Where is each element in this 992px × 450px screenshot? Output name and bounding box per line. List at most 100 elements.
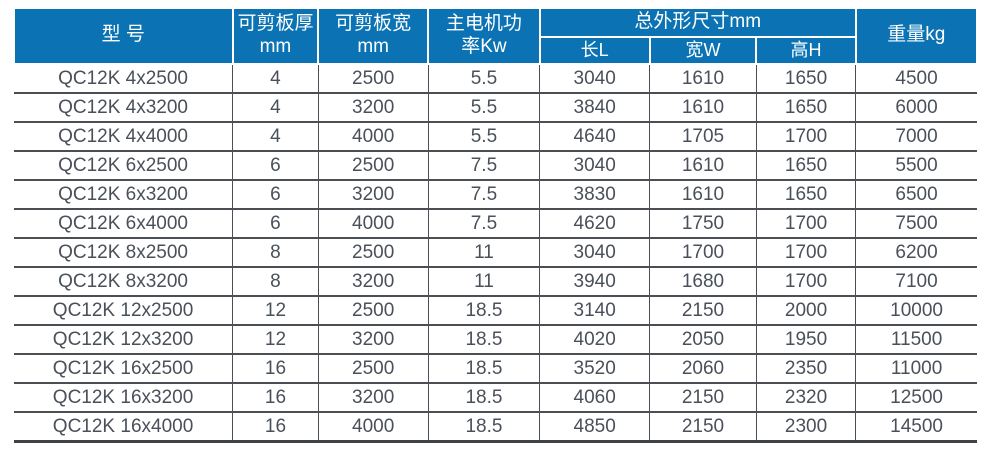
cell-model: QC12K 16x3200 bbox=[14, 383, 234, 413]
cell-weight: 7500 bbox=[855, 209, 977, 239]
cell-thickness: 6 bbox=[232, 180, 319, 210]
cell-thickness: 16 bbox=[232, 412, 319, 443]
cell-model: QC12K 6x2500 bbox=[14, 151, 234, 181]
cell-dim-height: 1700 bbox=[756, 209, 857, 239]
cell-thickness: 4 bbox=[232, 93, 319, 123]
cell-dim-length: 3940 bbox=[539, 267, 651, 297]
cell-plate-width: 3200 bbox=[318, 267, 429, 297]
cell-thickness: 16 bbox=[232, 383, 319, 413]
cell-power: 18.5 bbox=[428, 325, 541, 355]
cell-dim-width: 1750 bbox=[649, 209, 757, 239]
cell-model: QC12K 8x3200 bbox=[14, 267, 234, 297]
cell-dim-height: 2300 bbox=[756, 412, 857, 443]
cell-dim-height: 1650 bbox=[756, 180, 857, 210]
cell-thickness: 12 bbox=[232, 325, 319, 355]
header-thickness: 可剪板厚 mm bbox=[231, 7, 320, 65]
cell-weight: 11500 bbox=[855, 325, 977, 355]
cell-weight: 14500 bbox=[855, 412, 977, 443]
cell-dim-length: 3040 bbox=[539, 238, 651, 268]
cell-dim-width: 1610 bbox=[649, 93, 757, 123]
cell-dim-width: 2150 bbox=[649, 296, 757, 326]
spec-table-body: QC12K 4x2500 4 2500 5.5 3040 1610 1650 4… bbox=[14, 64, 977, 443]
cell-weight: 12500 bbox=[855, 383, 977, 413]
cell-weight: 4500 bbox=[855, 64, 977, 94]
table-row: QC12K 8x3200 8 3200 11 3940 1680 1700 71… bbox=[14, 267, 977, 297]
cell-power: 11 bbox=[428, 238, 541, 268]
cell-weight: 5500 bbox=[855, 151, 977, 181]
header-plate-width: 可剪板宽 mm bbox=[317, 7, 430, 65]
cell-thickness: 8 bbox=[232, 267, 319, 297]
table-row: QC12K 16x2500 16 2500 18.5 3520 2060 235… bbox=[14, 354, 977, 384]
cell-power: 18.5 bbox=[428, 412, 541, 443]
cell-thickness: 6 bbox=[232, 209, 319, 239]
cell-dim-width: 2050 bbox=[649, 325, 757, 355]
cell-plate-width: 2500 bbox=[318, 151, 429, 181]
header-weight: 重量kg bbox=[854, 7, 979, 65]
cell-model: QC12K 16x4000 bbox=[14, 412, 234, 443]
cell-model: QC12K 8x2500 bbox=[14, 238, 234, 268]
cell-plate-width: 2500 bbox=[318, 64, 429, 94]
cell-power: 18.5 bbox=[428, 354, 541, 384]
cell-dim-height: 1650 bbox=[756, 151, 857, 181]
table-row: QC12K 4x4000 4 4000 5.5 4640 1705 1700 7… bbox=[14, 122, 977, 152]
cell-model: QC12K 16x2500 bbox=[14, 354, 234, 384]
cell-dim-height: 1650 bbox=[756, 93, 857, 123]
cell-thickness: 6 bbox=[232, 151, 319, 181]
cell-dim-length: 4850 bbox=[539, 412, 651, 443]
cell-dim-height: 1650 bbox=[756, 64, 857, 94]
cell-plate-width: 2500 bbox=[318, 238, 429, 268]
cell-power: 5.5 bbox=[428, 93, 541, 123]
cell-plate-width: 3200 bbox=[318, 325, 429, 355]
header-dim-length: 长L bbox=[538, 36, 651, 65]
cell-dim-length: 3830 bbox=[539, 180, 651, 210]
cell-power: 5.5 bbox=[428, 122, 541, 152]
cell-dim-height: 1950 bbox=[756, 325, 857, 355]
cell-thickness: 12 bbox=[232, 296, 319, 326]
table-row: QC12K 6x3200 6 3200 7.5 3830 1610 1650 6… bbox=[14, 180, 977, 210]
header-dim-width: 宽W bbox=[648, 36, 758, 65]
cell-power: 5.5 bbox=[428, 64, 541, 94]
cell-dim-height: 2320 bbox=[756, 383, 857, 413]
cell-dim-width: 1700 bbox=[649, 238, 757, 268]
table-row: QC12K 16x3200 16 3200 18.5 4060 2150 232… bbox=[14, 383, 977, 413]
cell-power: 11 bbox=[428, 267, 541, 297]
cell-dim-height: 1700 bbox=[756, 267, 857, 297]
cell-weight: 6500 bbox=[855, 180, 977, 210]
cell-power: 7.5 bbox=[428, 180, 541, 210]
cell-power: 7.5 bbox=[428, 151, 541, 181]
cell-plate-width: 2500 bbox=[318, 354, 429, 384]
table-row: QC12K 4x3200 4 3200 5.5 3840 1610 1650 6… bbox=[14, 93, 977, 123]
cell-dim-length: 4620 bbox=[539, 209, 651, 239]
cell-plate-width: 3200 bbox=[318, 180, 429, 210]
cell-dim-height: 2000 bbox=[756, 296, 857, 326]
cell-weight: 7100 bbox=[855, 267, 977, 297]
cell-dim-length: 3520 bbox=[539, 354, 651, 384]
cell-dim-width: 1610 bbox=[649, 64, 757, 94]
cell-dim-width: 1610 bbox=[649, 151, 757, 181]
header-dim-height: 高H bbox=[755, 36, 857, 65]
cell-model: QC12K 12x2500 bbox=[14, 296, 234, 326]
cell-dim-width: 1610 bbox=[649, 180, 757, 210]
table-row: QC12K 12x2500 12 2500 18.5 3140 2150 200… bbox=[14, 296, 977, 326]
spec-table-header: 型 号 可剪板厚 mm 可剪板宽 mm 主电机功 率Kw 总外形尺寸mm 重量k… bbox=[13, 7, 979, 65]
table-row: QC12K 12x3200 12 3200 18.5 4020 2050 195… bbox=[14, 325, 977, 355]
cell-dim-width: 2060 bbox=[649, 354, 757, 384]
cell-dim-length: 3040 bbox=[539, 64, 651, 94]
cell-dim-length: 3140 bbox=[539, 296, 651, 326]
cell-thickness: 4 bbox=[232, 122, 319, 152]
cell-dim-height: 1700 bbox=[756, 238, 857, 268]
cell-dim-width: 1680 bbox=[649, 267, 757, 297]
cell-dim-height: 1700 bbox=[756, 122, 857, 152]
cell-thickness: 8 bbox=[232, 238, 319, 268]
cell-dim-height: 2350 bbox=[756, 354, 857, 384]
cell-model: QC12K 6x3200 bbox=[14, 180, 234, 210]
cell-dim-width: 2150 bbox=[649, 412, 757, 443]
cell-plate-width: 2500 bbox=[318, 296, 429, 326]
cell-power: 18.5 bbox=[428, 296, 541, 326]
header-power: 主电机功 率Kw bbox=[427, 7, 541, 65]
cell-weight: 11000 bbox=[855, 354, 977, 384]
table-row: QC12K 16x4000 16 4000 18.5 4850 2150 230… bbox=[14, 412, 977, 443]
cell-model: QC12K 4x3200 bbox=[14, 93, 234, 123]
cell-plate-width: 3200 bbox=[318, 383, 429, 413]
header-dimensions-group: 总外形尺寸mm bbox=[538, 7, 857, 38]
